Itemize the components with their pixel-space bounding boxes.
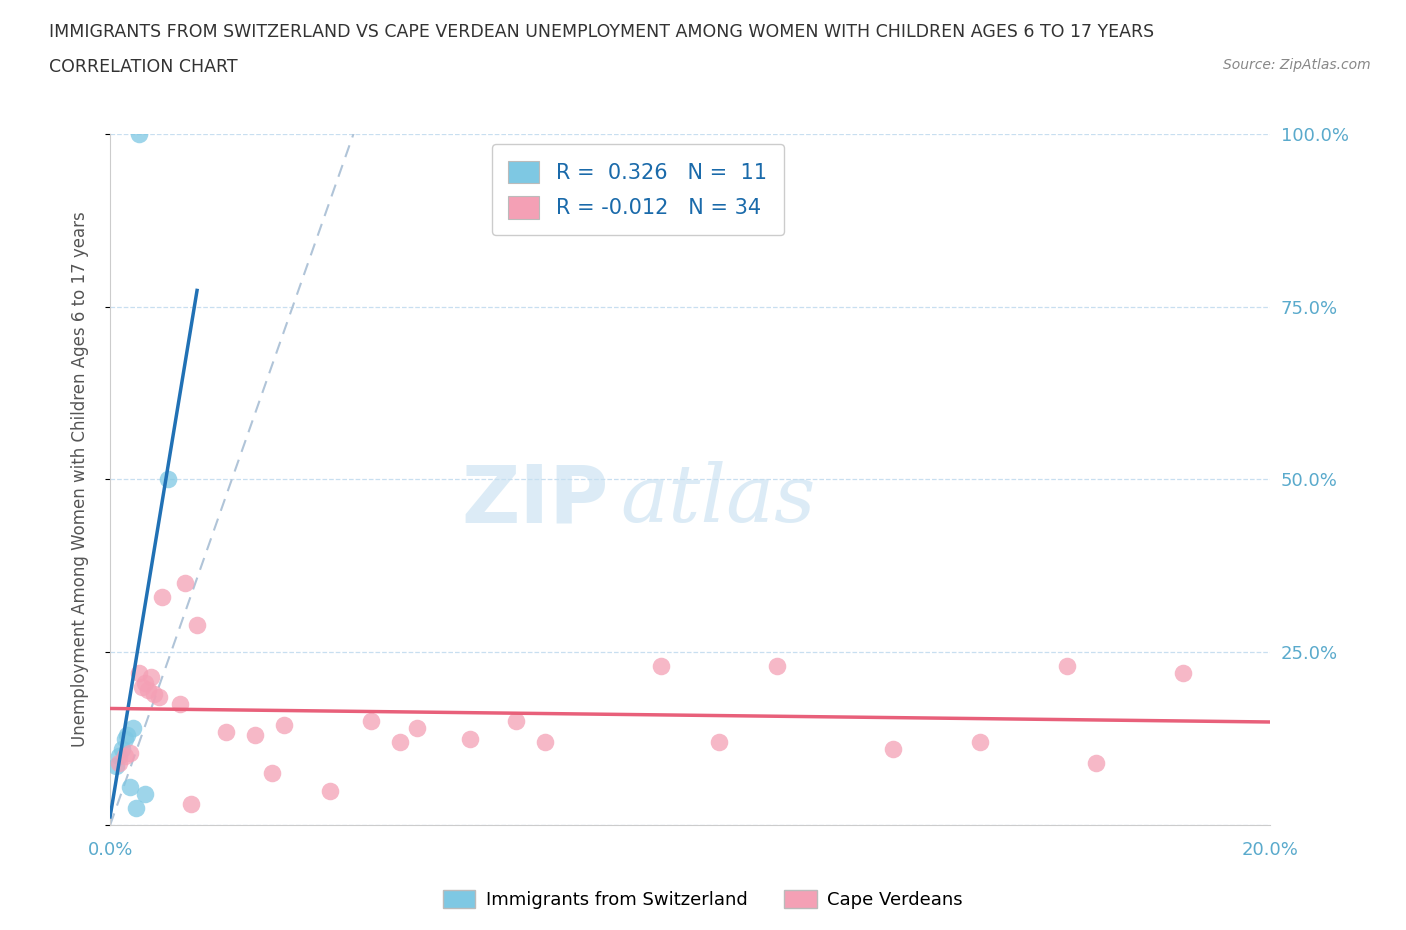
- Point: [120, 779, 142, 794]
- Point: [215, 724, 238, 739]
- Point: [174, 576, 197, 591]
- Point: [360, 714, 382, 729]
- Point: [111, 742, 134, 757]
- Point: [505, 714, 527, 729]
- Text: Source: ZipAtlas.com: Source: ZipAtlas.com: [1223, 58, 1371, 72]
- Point: [319, 783, 342, 798]
- Text: CORRELATION CHART: CORRELATION CHART: [49, 58, 238, 75]
- Point: [157, 472, 180, 486]
- Point: [534, 735, 557, 750]
- Point: [1056, 658, 1078, 673]
- Point: [707, 735, 730, 750]
- Point: [139, 669, 162, 684]
- Point: [150, 590, 173, 604]
- Point: [117, 728, 139, 743]
- Point: [134, 676, 156, 691]
- Point: [134, 787, 156, 802]
- Point: [136, 683, 159, 698]
- Point: [169, 697, 191, 711]
- Point: [104, 759, 127, 774]
- Point: [243, 728, 266, 743]
- Point: [186, 618, 208, 632]
- Point: [650, 658, 672, 673]
- Y-axis label: Unemployment Among Women with Children Ages 6 to 17 years: Unemployment Among Women with Children A…: [72, 211, 89, 748]
- Point: [107, 749, 129, 764]
- Legend: Immigrants from Switzerland, Cape Verdeans: Immigrants from Switzerland, Cape Verdea…: [436, 883, 970, 916]
- Point: [262, 766, 284, 781]
- Point: [131, 680, 153, 695]
- Text: IMMIGRANTS FROM SWITZERLAND VS CAPE VERDEAN UNEMPLOYMENT AMONG WOMEN WITH CHILDR: IMMIGRANTS FROM SWITZERLAND VS CAPE VERD…: [49, 23, 1154, 41]
- Point: [180, 797, 202, 812]
- Point: [406, 721, 429, 736]
- Point: [1171, 666, 1194, 681]
- Point: [107, 755, 129, 770]
- Point: [125, 801, 148, 816]
- Legend: R =  0.326   N =  11, R = -0.012   N = 34: R = 0.326 N = 11, R = -0.012 N = 34: [492, 144, 783, 235]
- Point: [114, 749, 136, 764]
- Point: [114, 731, 136, 746]
- Point: [142, 686, 165, 701]
- Point: [120, 745, 142, 760]
- Point: [128, 126, 150, 141]
- Point: [273, 718, 295, 733]
- Text: ZIP: ZIP: [461, 461, 609, 539]
- Point: [882, 742, 904, 757]
- Point: [766, 658, 789, 673]
- Point: [128, 666, 150, 681]
- Point: [148, 690, 170, 705]
- Point: [388, 735, 411, 750]
- Point: [458, 731, 481, 746]
- Text: atlas: atlas: [620, 461, 815, 538]
- Point: [969, 735, 991, 750]
- Point: [122, 721, 145, 736]
- Point: [1084, 755, 1107, 770]
